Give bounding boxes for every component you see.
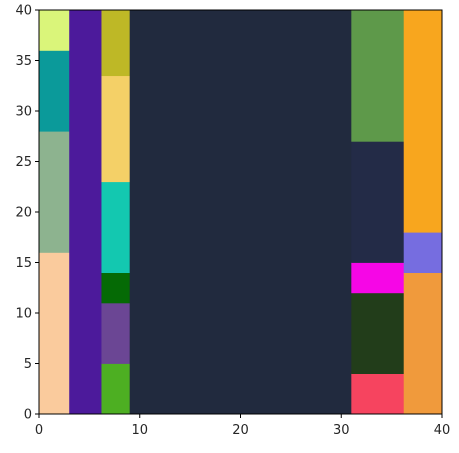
heatmap-cell — [39, 131, 70, 253]
heatmap-cell — [101, 363, 131, 415]
heatmap-cell — [351, 373, 405, 415]
heatmap-cell — [101, 302, 131, 364]
heatmap-cell — [101, 272, 131, 304]
x-axis: 0 10 20 30 40 — [35, 414, 450, 438]
x-tick-label: 0 — [35, 423, 43, 438]
heatmap-cell — [101, 10, 131, 77]
y-tick-label: 0 — [24, 408, 32, 423]
heatmap-cell — [101, 181, 131, 273]
plot-frame — [38, 9, 443, 415]
heatmap-cell — [351, 141, 405, 263]
heatmap-cell — [403, 232, 443, 273]
x-tick-label: 30 — [333, 423, 350, 438]
y-tick-label: 40 — [15, 4, 32, 19]
heatmap-cell — [351, 262, 405, 294]
y-tick-label: 10 — [15, 307, 32, 322]
x-tick-label: 20 — [232, 423, 249, 438]
y-tick-label: 15 — [15, 256, 32, 271]
y-tick-label: 20 — [15, 206, 32, 221]
y-tick-label: 5 — [24, 357, 32, 372]
heatmap-cell — [39, 50, 70, 132]
y-tick-label: 25 — [15, 155, 32, 170]
x-tick-label: 40 — [434, 423, 451, 438]
heatmap-cell — [403, 10, 443, 233]
heatmap-cell — [403, 272, 443, 415]
heatmap-cell — [351, 292, 405, 374]
heatmap-cell — [101, 75, 131, 183]
heatmap-cell — [351, 10, 405, 142]
heatmap-cell — [129, 10, 352, 415]
y-tick-label: 30 — [15, 105, 32, 120]
y-axis: 0 5 10 15 20 25 30 35 40 — [15, 4, 39, 423]
y-tick-label: 35 — [15, 54, 32, 69]
heatmap-cells — [39, 10, 443, 415]
heatmap-cell — [39, 252, 70, 415]
x-tick-label: 10 — [131, 423, 148, 438]
heatmap-cell — [69, 10, 102, 415]
heatmap-cell — [39, 10, 70, 51]
